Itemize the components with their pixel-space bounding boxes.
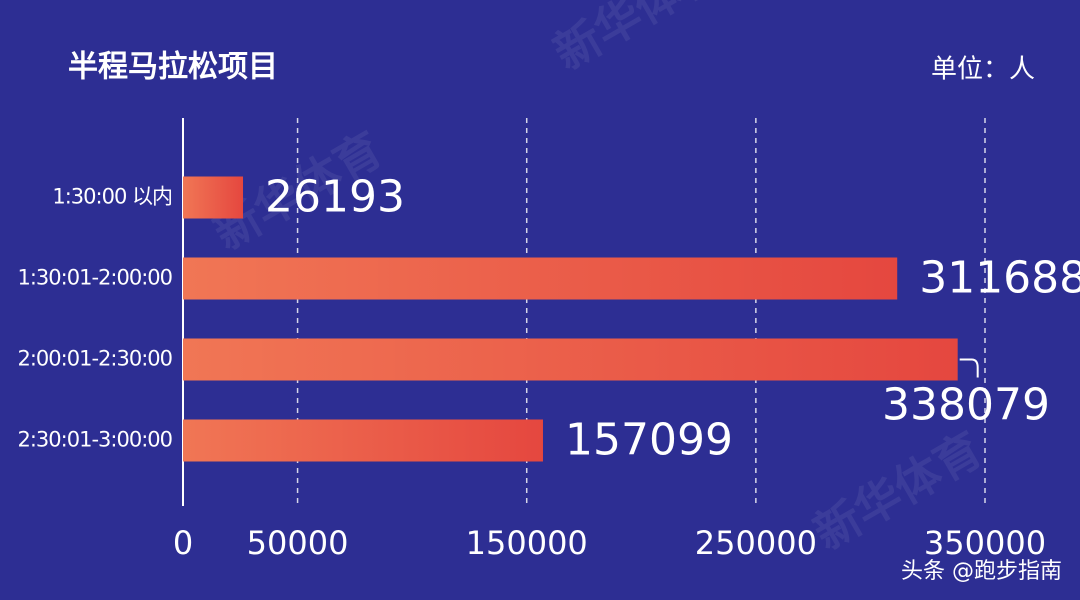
label-leader: [959, 358, 979, 378]
bar-shade: [183, 419, 543, 462]
y-tick-label: 2:00:01-2:30:00: [18, 347, 173, 371]
watermark: 头条 @跑步指南: [901, 559, 1062, 584]
y-tick-label: 1:30:00 以内: [52, 185, 172, 209]
unit-label: 单位：人: [931, 55, 1035, 85]
y-tick-label: 2:30:01-3:00:00: [18, 428, 173, 452]
x-tick-label: 350000: [924, 524, 1046, 562]
x-tick-label: 250000: [695, 524, 817, 562]
chart-title: 半程马拉松项目: [68, 50, 278, 85]
value-label: 338079: [882, 380, 1050, 431]
bar-shade: [183, 176, 244, 219]
x-tick-label: 150000: [466, 524, 588, 562]
value-label: 157099: [565, 415, 733, 466]
bar-shade: [183, 338, 958, 381]
value-label: 26193: [265, 172, 405, 223]
x-tick-label: 0: [173, 524, 193, 562]
x-tick-label: 50000: [247, 524, 349, 562]
value-label: 311688: [919, 253, 1080, 304]
bar-shade: [183, 257, 898, 300]
y-tick-label: 1:30:01-2:00:00: [18, 266, 173, 290]
